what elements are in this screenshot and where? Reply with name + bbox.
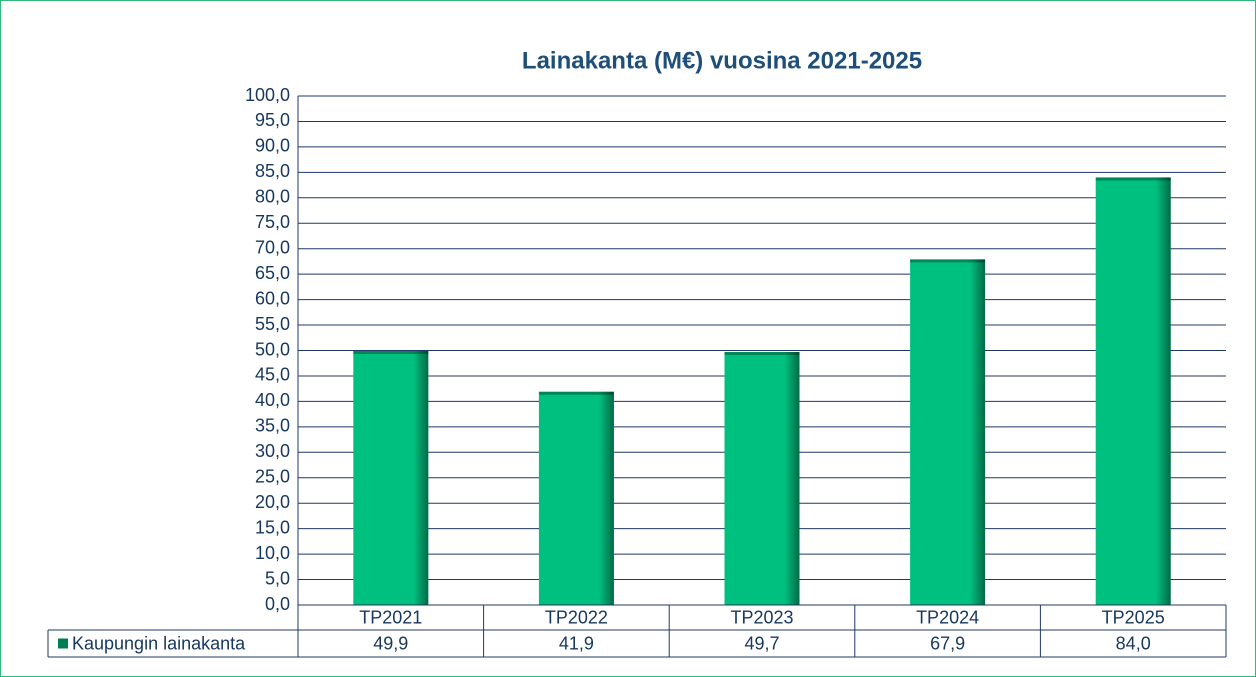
y-tick-label: 45,0 [255,365,290,385]
chart-title: Lainakanta (M€) vuosina 2021-2025 [522,47,922,74]
bar-shade [538,391,614,605]
bar-top [1095,177,1171,181]
x-tick-label: TP2023 [730,607,793,627]
y-tick-label: 40,0 [255,390,290,410]
x-tick-label: TP2024 [916,607,979,627]
bar-shade [910,259,986,605]
legend-key [58,638,68,649]
y-tick-label: 85,0 [255,161,290,181]
y-tick-label: 55,0 [255,314,290,334]
bar-top [538,391,614,395]
y-tick-label: 25,0 [255,467,290,487]
bar-shade [353,351,429,605]
y-tick-label: 50,0 [255,339,290,359]
y-tick-label: 100,0 [245,85,290,105]
data-label: 67,9 [930,633,965,653]
data-label: 49,7 [744,633,779,653]
y-tick-label: 5,0 [265,568,290,588]
y-tick-label: 60,0 [255,288,290,308]
legend-label: Kaupungin lainakanta [72,633,246,653]
bar-shade [1095,177,1171,605]
y-tick-label: 70,0 [255,237,290,257]
y-tick-label: 20,0 [255,492,290,512]
y-tick-label: 10,0 [255,543,290,563]
y-tick-label: 0,0 [265,594,290,614]
x-tick-label: TP2022 [545,607,608,627]
y-tick-label: 35,0 [255,416,290,436]
x-tick-label: TP2025 [1102,607,1165,627]
y-tick-label: 30,0 [255,441,290,461]
bar-top [724,352,800,356]
bar-shade [724,352,800,605]
y-tick-label: 80,0 [255,187,290,207]
y-tick-label: 15,0 [255,517,290,537]
y-tick-label: 65,0 [255,263,290,283]
bar-top [910,259,986,263]
data-label: 84,0 [1116,633,1151,653]
x-tick-label: TP2021 [359,607,422,627]
data-label: 41,9 [559,633,594,653]
bar-top [353,351,429,355]
y-tick-label: 90,0 [255,136,290,156]
data-label: 49,9 [373,633,408,653]
y-tick-label: 95,0 [255,110,290,130]
y-tick-label: 75,0 [255,212,290,232]
legend-key-shade [58,638,68,649]
